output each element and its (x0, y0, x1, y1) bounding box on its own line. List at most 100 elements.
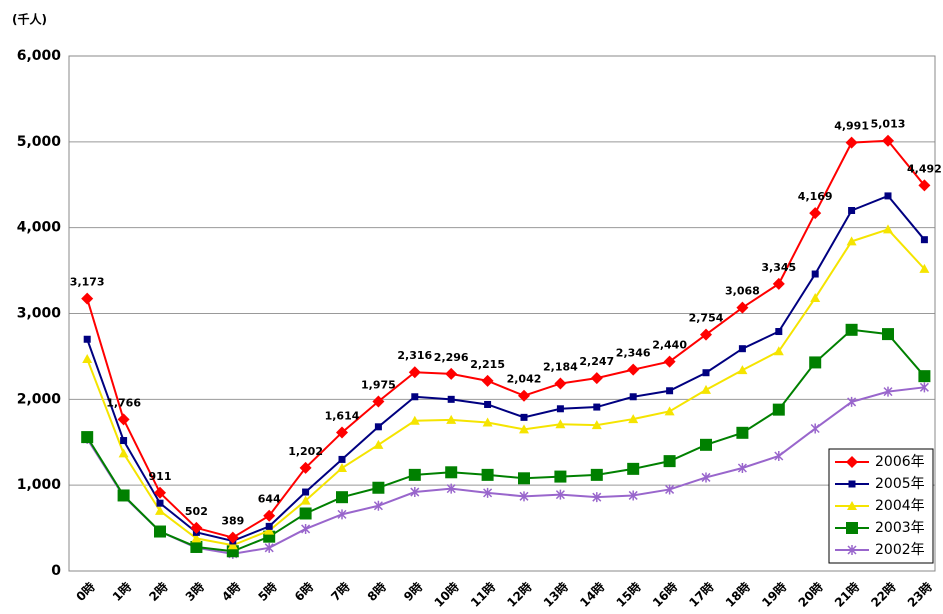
marker (773, 346, 784, 356)
marker (155, 505, 165, 515)
marker (408, 468, 421, 481)
data-label: 502 (185, 505, 208, 518)
marker (845, 323, 858, 336)
x-tick-label: 16時 (649, 579, 680, 610)
marker (590, 372, 603, 385)
x-tick-label: 1時 (109, 579, 134, 604)
data-label: 3,345 (761, 261, 796, 274)
marker (809, 356, 822, 369)
marker (593, 403, 601, 411)
data-label: 1,975 (361, 378, 396, 391)
data-label: 3,068 (725, 285, 760, 298)
marker (190, 521, 203, 534)
x-tick-label: 15時 (613, 579, 644, 610)
data-label: 4,169 (798, 190, 833, 203)
marker (810, 293, 821, 303)
marker (81, 431, 94, 444)
marker (810, 423, 820, 434)
marker (846, 236, 857, 246)
data-label: 2,316 (397, 349, 432, 362)
marker (884, 192, 892, 200)
marker (882, 328, 894, 341)
marker (848, 207, 856, 214)
marker (737, 365, 748, 375)
marker (519, 424, 529, 434)
y-tick-label: 5,000 (17, 134, 62, 150)
marker (190, 540, 203, 553)
marker (554, 377, 567, 390)
y-tick-label: 4,000 (17, 220, 62, 236)
marker (300, 495, 311, 505)
data-label: 911 (149, 470, 172, 483)
marker (373, 439, 384, 449)
marker (736, 301, 749, 314)
marker (518, 389, 530, 402)
marker (848, 480, 856, 488)
data-label: 1,614 (325, 409, 360, 422)
marker (373, 500, 383, 511)
marker (299, 507, 312, 520)
marker (882, 134, 894, 147)
marker (227, 540, 238, 550)
marker (156, 499, 164, 507)
marker (409, 415, 420, 425)
marker (555, 489, 565, 500)
marker (81, 292, 94, 305)
data-label: 2,215 (470, 358, 505, 371)
marker (847, 396, 857, 407)
legend-label: 2002年 (875, 542, 925, 558)
marker (445, 466, 458, 479)
data-label: 2,247 (579, 355, 614, 368)
marker (920, 236, 928, 244)
marker (337, 509, 347, 520)
marker (483, 487, 493, 498)
marker (374, 423, 382, 431)
marker (846, 522, 858, 534)
marker (737, 463, 747, 473)
marker (591, 420, 602, 430)
x-tick-label: 3時 (182, 579, 207, 604)
marker (918, 179, 931, 192)
x-tick-label: 9時 (400, 579, 425, 604)
marker (847, 501, 857, 510)
x-tick-label: 5時 (255, 579, 280, 604)
x-tick-label: 0時 (73, 579, 98, 604)
legend-label: 2003年 (875, 520, 925, 536)
data-label: 2,296 (434, 351, 469, 364)
marker (772, 277, 785, 290)
data-label: 4,991 (834, 120, 869, 133)
marker (628, 490, 638, 501)
marker (372, 481, 385, 494)
marker (481, 468, 494, 481)
marker (83, 335, 91, 343)
legend-label: 2004年 (875, 498, 925, 514)
marker (809, 207, 822, 220)
x-tick-label: 22時 (868, 579, 899, 610)
marker (556, 405, 564, 413)
series-line (86, 194, 926, 543)
y-tick-label: 0 (51, 563, 61, 579)
marker (847, 545, 857, 555)
data-label: 1,202 (288, 445, 323, 458)
marker (627, 363, 640, 376)
x-tick-label: 19時 (758, 579, 789, 610)
data-label: 2,042 (507, 373, 542, 386)
marker (446, 483, 456, 494)
data-label: 2,440 (652, 339, 687, 352)
marker (664, 406, 675, 416)
marker (845, 136, 858, 149)
data-label: 644 (258, 493, 281, 506)
marker (811, 270, 819, 278)
marker (520, 413, 528, 421)
y-tick-label: 6,000 (17, 48, 62, 64)
marker (627, 462, 640, 475)
y-tick-label: 2,000 (17, 391, 62, 407)
data-label: 2,184 (543, 361, 578, 374)
marker (701, 384, 711, 394)
marker (154, 486, 166, 499)
data-label: 389 (221, 515, 244, 528)
marker (411, 393, 419, 401)
marker (265, 522, 273, 530)
marker (666, 387, 674, 395)
